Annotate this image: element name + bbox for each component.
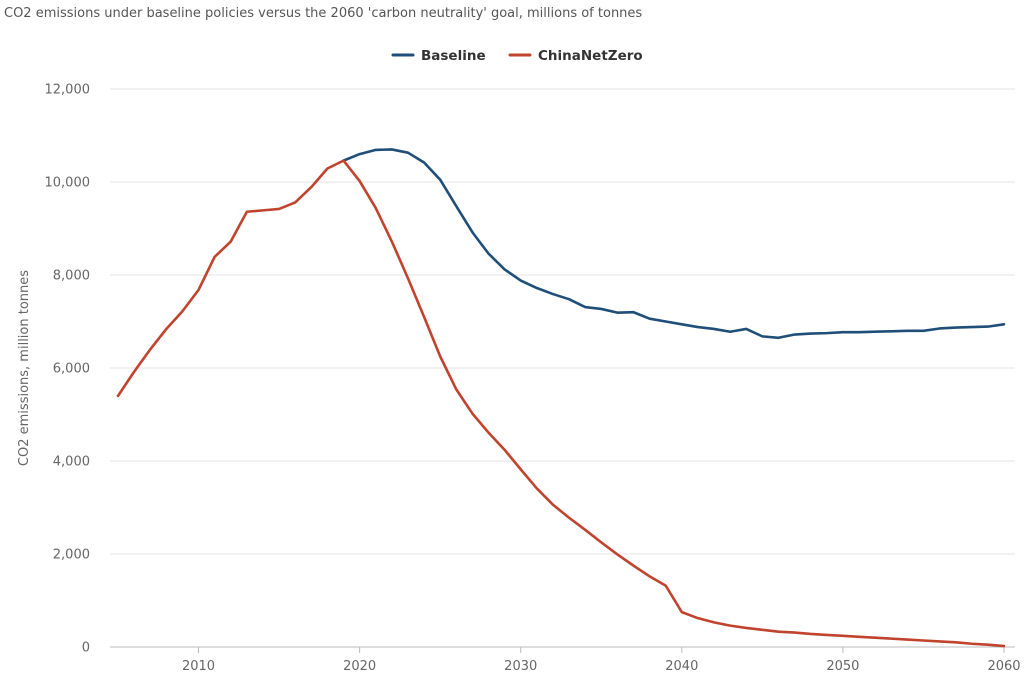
x-tick-label: 2040 bbox=[665, 659, 698, 674]
y-tick-label: 12,000 bbox=[45, 83, 91, 98]
chart-title: CO2 emissions under baseline policies ve… bbox=[4, 6, 642, 21]
x-tick-label: 2060 bbox=[987, 659, 1020, 674]
series-line-chinanetzero bbox=[116, 159, 1006, 648]
legend-label: Baseline bbox=[421, 48, 486, 64]
x-tick-label: 2050 bbox=[826, 659, 859, 674]
legend-item-chinanetzero: ChinaNetZero bbox=[508, 48, 643, 64]
y-axis: 0 2,000 4,000 6,000 8,000 10,000 12,000 bbox=[45, 83, 91, 656]
y-tick-label: 0 bbox=[82, 641, 90, 656]
y-tick-label: 2,000 bbox=[53, 548, 90, 563]
legend-item-baseline: Baseline bbox=[391, 48, 486, 64]
y-tick-label: 4,000 bbox=[53, 455, 90, 470]
x-tick-label: 2010 bbox=[182, 659, 215, 674]
y-tick-label: 6,000 bbox=[53, 362, 90, 377]
legend-label: ChinaNetZero bbox=[538, 48, 643, 64]
y-tick-label: 8,000 bbox=[53, 269, 90, 284]
x-tick-label: 2020 bbox=[343, 659, 376, 674]
gridlines bbox=[110, 88, 1015, 555]
x-tick-label: 2030 bbox=[504, 659, 537, 674]
chart-legend: Baseline ChinaNetZero bbox=[391, 48, 643, 64]
x-axis: 2010 2020 2030 2040 2050 2060 bbox=[110, 646, 1021, 674]
y-tick-label: 10,000 bbox=[45, 176, 91, 191]
series-line-baseline bbox=[342, 148, 1006, 340]
y-axis-label: CO2 emissions, million tonnes bbox=[17, 270, 32, 466]
series-layer bbox=[116, 148, 1006, 648]
